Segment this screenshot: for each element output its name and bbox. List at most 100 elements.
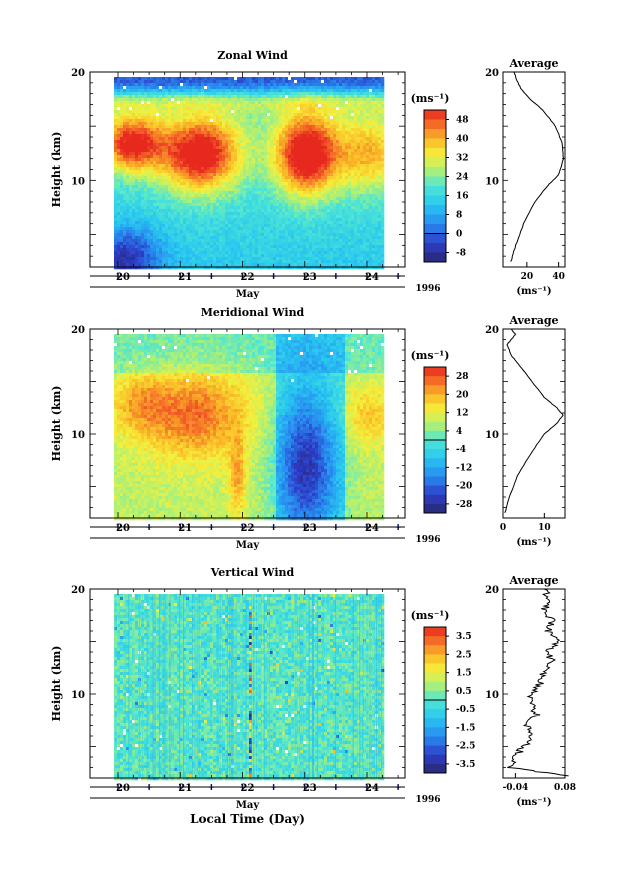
colorbar-unit: (ms⁻¹) bbox=[411, 92, 450, 105]
colorbar-label: -2.5 bbox=[456, 742, 475, 752]
x-tick-label: 24 bbox=[365, 783, 379, 794]
x-tick-label: 23 bbox=[303, 783, 317, 794]
colorbar-unit: (ms⁻¹) bbox=[411, 349, 450, 362]
profile-x-tick: 0 bbox=[500, 523, 506, 533]
colorbar-swatch bbox=[424, 645, 446, 655]
profile-y-tick: 10 bbox=[485, 176, 499, 187]
colorbar-frame bbox=[423, 109, 447, 263]
colorbar-swatch bbox=[424, 394, 446, 404]
y-tick-label: 10 bbox=[71, 176, 85, 187]
colorbar-label: 32 bbox=[456, 154, 469, 164]
date-tick-mark: + bbox=[301, 523, 308, 532]
x-tick-label: 23 bbox=[303, 272, 317, 283]
colorbar-swatch bbox=[424, 119, 446, 130]
year-label: 1996 bbox=[415, 535, 440, 545]
colorbar-label: 20 bbox=[456, 390, 469, 400]
profile-x-tick: 40 bbox=[552, 272, 565, 282]
date-tick-mark: + bbox=[395, 523, 402, 532]
colorbar-label: -3.5 bbox=[456, 760, 475, 770]
colorbar-swatch bbox=[424, 494, 446, 505]
colorbar-swatch bbox=[424, 403, 446, 414]
profile-x-label: (ms⁻¹) bbox=[516, 797, 551, 808]
colorbar-swatch bbox=[424, 110, 446, 120]
profile-frame bbox=[502, 71, 566, 268]
date-tick-mark: + bbox=[115, 272, 122, 281]
date-tick-mark: + bbox=[364, 523, 371, 532]
y-tick-label: 20 bbox=[71, 325, 85, 336]
date-tick-mark: + bbox=[115, 523, 122, 532]
date-tick-mark: + bbox=[301, 783, 308, 792]
x-tick-label: 22 bbox=[241, 523, 255, 534]
colorbar-unit: (ms⁻¹) bbox=[411, 609, 450, 622]
colorbar-swatch bbox=[424, 224, 446, 234]
x-tick-label: 21 bbox=[178, 523, 192, 534]
profile-line bbox=[510, 71, 565, 262]
profile-title: Average bbox=[508, 574, 558, 587]
date-tick-mark: + bbox=[364, 783, 371, 792]
y-axis-label: Height (km) bbox=[50, 386, 63, 462]
date-tick-mark: + bbox=[364, 272, 371, 281]
x-tick-label: 24 bbox=[365, 523, 379, 534]
date-tick-mark: + bbox=[239, 272, 246, 281]
y-axis-label: Height (km) bbox=[50, 646, 63, 722]
date-tick-mark: + bbox=[395, 272, 402, 281]
colorbar-swatch bbox=[424, 186, 446, 196]
date-tick-mark: + bbox=[146, 783, 153, 792]
date-tick-mark: + bbox=[270, 272, 277, 281]
date-tick-mark: + bbox=[177, 523, 184, 532]
colorbar-label: 3.5 bbox=[456, 632, 472, 642]
colorbar-swatch bbox=[424, 412, 446, 423]
date-tick-mark: + bbox=[208, 523, 215, 532]
colorbar-swatch bbox=[424, 754, 446, 765]
profile-y-tick: 20 bbox=[485, 325, 499, 336]
colorbar-swatch bbox=[424, 727, 446, 737]
colorbar-label: -8 bbox=[456, 249, 466, 259]
colorbar-swatch bbox=[424, 690, 446, 701]
year-label: 1996 bbox=[415, 795, 440, 805]
x-axis-label: Local Time (Day) bbox=[190, 812, 305, 826]
colorbar-label: -0.5 bbox=[456, 705, 475, 715]
heatmap bbox=[114, 334, 385, 521]
colorbar-swatch bbox=[424, 233, 446, 244]
colorbar-swatch bbox=[424, 205, 446, 215]
colorbar-swatch bbox=[424, 636, 446, 646]
colorbar-swatch bbox=[424, 195, 446, 206]
colorbar-swatch bbox=[424, 503, 446, 514]
date-tick-mark: + bbox=[208, 272, 215, 281]
date-tick-mark: + bbox=[270, 523, 277, 532]
colorbar-swatch bbox=[424, 476, 446, 487]
colorbar-swatch bbox=[424, 385, 446, 395]
colorbar-label: 8 bbox=[456, 211, 462, 221]
date-tick-mark: + bbox=[208, 783, 215, 792]
year-label: 1996 bbox=[415, 284, 440, 294]
colorbar-swatch bbox=[424, 718, 446, 728]
colorbar-swatch bbox=[424, 467, 446, 477]
profile-y-tick: 20 bbox=[485, 68, 499, 79]
profile-x-label: (ms⁻¹) bbox=[516, 537, 551, 548]
colorbar-swatch bbox=[424, 745, 446, 756]
date-tick-mark: + bbox=[146, 523, 153, 532]
colorbar-label: 48 bbox=[456, 116, 469, 126]
colorbar-swatch bbox=[424, 129, 446, 139]
y-tick-label: 20 bbox=[71, 68, 85, 79]
month-label: May bbox=[236, 540, 261, 551]
colorbar-swatch bbox=[424, 440, 446, 450]
x-tick-label: 20 bbox=[116, 783, 130, 794]
date-tick-mark: + bbox=[333, 523, 340, 532]
date-tick-mark: + bbox=[270, 783, 277, 792]
profile-x-tick: -0.04 bbox=[503, 783, 529, 793]
colorbar-swatch bbox=[424, 458, 446, 468]
heatmap bbox=[114, 594, 385, 781]
profile-x-tick: 20 bbox=[521, 272, 534, 282]
date-tick-mark: + bbox=[115, 783, 122, 792]
date-tick-mark: + bbox=[395, 783, 402, 792]
colorbar-label: 1.5 bbox=[456, 669, 472, 679]
month-label: May bbox=[236, 289, 261, 300]
profile-title: Average bbox=[508, 57, 558, 70]
colorbar-label: 4 bbox=[456, 427, 462, 437]
profile-x-tick: 10 bbox=[538, 523, 551, 533]
date-tick-mark: + bbox=[239, 783, 246, 792]
colorbar-swatch bbox=[424, 663, 446, 674]
colorbar-label: -1.5 bbox=[456, 723, 475, 733]
profile-y-tick: 10 bbox=[485, 690, 499, 701]
